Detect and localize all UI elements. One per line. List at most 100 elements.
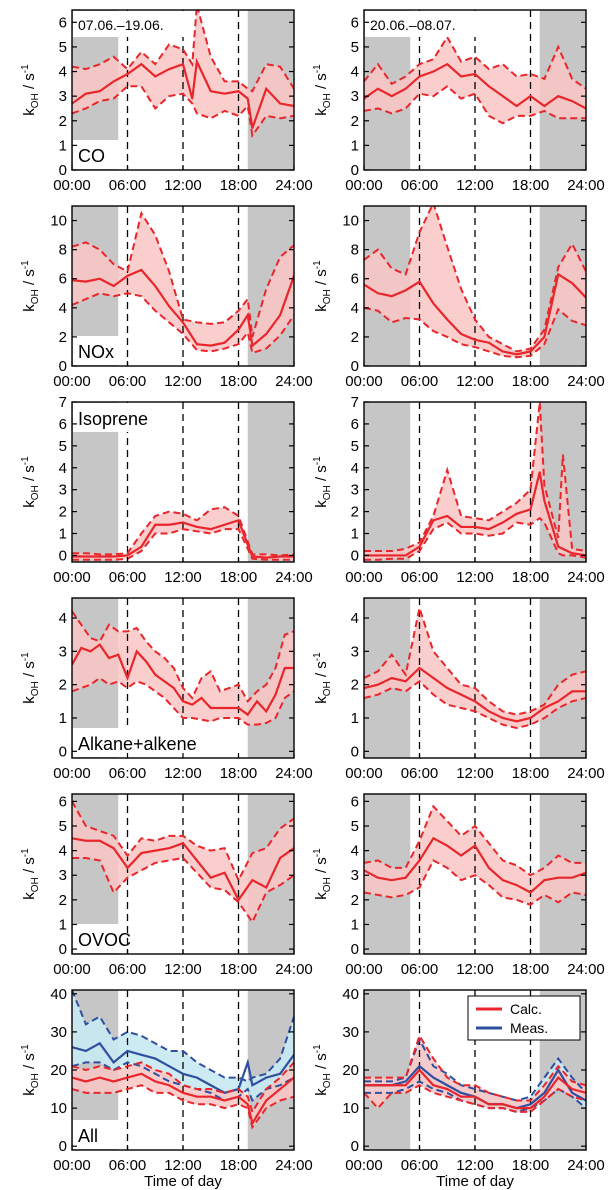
date-label-box <box>365 11 483 37</box>
plot-area <box>72 990 294 1150</box>
data-point <box>404 554 407 557</box>
data-point <box>265 87 268 90</box>
species-label-box <box>73 728 247 757</box>
data-point <box>172 687 175 689</box>
x-tick-label: 00:00 <box>345 961 383 978</box>
panel-11: All 0 10 20 30 40 00:00 06:00 12:00 18:00 24:00 kOH… <box>20 986 313 1190</box>
x-tick-label: 12:00 <box>164 569 202 586</box>
x-tick-label: 18:00 <box>220 373 258 390</box>
data-point <box>84 839 87 842</box>
species-label-box <box>73 140 119 169</box>
data-point <box>251 127 254 130</box>
lower-bound-line <box>72 1084 294 1130</box>
data-point <box>84 1080 87 1083</box>
data-point <box>418 859 421 862</box>
x-tick-label: 18:00 <box>220 765 258 782</box>
x-tick-label: 12:00 <box>456 1157 494 1174</box>
y-tick-label: 1 <box>351 526 359 543</box>
x-tick-label: 06:00 <box>109 765 147 782</box>
x-tick-label: 06:00 <box>401 961 439 978</box>
data-point <box>432 677 435 679</box>
data-point <box>126 1050 129 1052</box>
x-tick-label: 12:00 <box>456 373 494 390</box>
y-tick-label: 1 <box>59 526 67 543</box>
data-point <box>112 1080 115 1083</box>
y-tick-label: 5 <box>59 438 67 455</box>
y-tick-label: 4 <box>59 610 67 627</box>
data-point <box>446 844 449 847</box>
data-point <box>515 1107 518 1109</box>
y-tick-label: 1 <box>351 710 359 727</box>
data-point <box>140 1072 143 1075</box>
x-tick-label: 06:00 <box>109 177 147 194</box>
data-point <box>390 295 393 298</box>
data-point <box>237 707 240 709</box>
data-point <box>112 1061 115 1064</box>
data-point <box>501 1103 504 1106</box>
data-point <box>182 1072 184 1075</box>
data-point <box>251 1084 254 1087</box>
y-tick-label: 2 <box>59 504 67 521</box>
y-tick-label: 4 <box>351 300 359 317</box>
lower-bound-line <box>364 859 586 906</box>
x-tick-label: 06:00 <box>401 1157 439 1174</box>
date-label-box <box>73 11 191 37</box>
x-tick-label: 24:00 <box>567 765 605 782</box>
lower-bound-line <box>364 85 586 125</box>
data-point <box>265 556 268 559</box>
y-tick-label: 2 <box>59 677 67 694</box>
data-point <box>543 1091 546 1094</box>
upper-bound-line <box>364 1037 586 1102</box>
y-tick-label: 4 <box>351 64 359 81</box>
data-point <box>112 847 115 850</box>
data-point <box>279 1072 282 1075</box>
data-point <box>117 653 120 656</box>
data-point <box>126 274 129 277</box>
lower-bound-line <box>72 85 294 139</box>
x-tick-label: 24:00 <box>567 569 605 586</box>
y-tick-label: 4 <box>59 64 67 81</box>
y-tick-label: 3 <box>59 643 67 660</box>
data-point <box>501 879 504 882</box>
night-band <box>247 402 294 562</box>
y-tick-label: 5 <box>351 438 359 455</box>
data-point <box>543 707 546 709</box>
x-tick-label: 18:00 <box>220 569 258 586</box>
y-tick-label: 1 <box>351 916 359 933</box>
data-point <box>501 717 504 719</box>
data-point <box>191 97 194 100</box>
data-point <box>251 344 254 347</box>
data-point <box>487 866 490 869</box>
y-tick-label: 0 <box>351 743 359 760</box>
upper-bound-line <box>72 10 294 93</box>
x-tick-label: 24:00 <box>275 765 313 782</box>
x-tick-label: 00:00 <box>345 177 383 194</box>
data-point <box>543 336 546 338</box>
y-tick-label: 0 <box>351 1138 359 1155</box>
data-point <box>237 1095 240 1098</box>
species-label-box <box>73 924 119 953</box>
data-point <box>80 647 83 649</box>
y-axis-label: kOH / s-1 <box>312 652 333 704</box>
x-tick-label: 18:00 <box>512 177 550 194</box>
data-point <box>279 857 282 859</box>
y-tick-label: 4 <box>351 843 359 860</box>
y-tick-label: 0 <box>351 162 359 179</box>
y-tick-label: 0 <box>351 358 359 375</box>
data-point <box>265 710 268 713</box>
data-point <box>126 677 129 679</box>
data-point <box>163 680 166 683</box>
x-tick-label: 18:00 <box>512 1157 550 1174</box>
data-point <box>168 847 171 850</box>
data-point <box>557 700 560 703</box>
data-point <box>501 95 504 98</box>
x-tick-label: 18:00 <box>220 1157 258 1174</box>
y-tick-label: 10 <box>342 1100 359 1117</box>
data-point <box>265 1099 268 1102</box>
upper-bound-line <box>364 804 586 877</box>
panel-10: 0 1 2 3 4 5 6 00:00 06:00 12:00 18:00 24:00 kOH / s-… <box>312 793 605 978</box>
x-tick-label: 06:00 <box>109 569 147 586</box>
data-point <box>108 657 110 659</box>
x-tick-label: 18:00 <box>512 961 550 978</box>
y-tick-label: 2 <box>59 329 67 346</box>
